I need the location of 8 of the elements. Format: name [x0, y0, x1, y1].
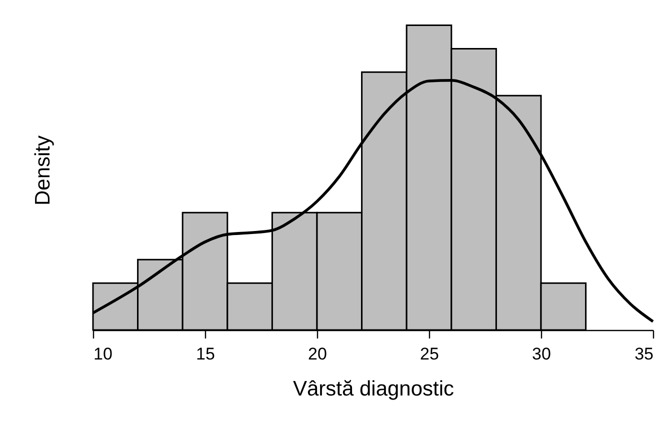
x-tick-label: 15 [196, 344, 215, 364]
x-tick-label: 10 [94, 344, 112, 364]
x-tick-label: 35 [634, 344, 654, 364]
x-axis-title: Vârstă diagnostic [292, 378, 454, 400]
x-tick-label: 30 [532, 344, 551, 364]
x-tick-label: 20 [308, 344, 327, 364]
x-tick-label: 25 [420, 344, 439, 364]
y-axis-title: Density [32, 134, 54, 206]
